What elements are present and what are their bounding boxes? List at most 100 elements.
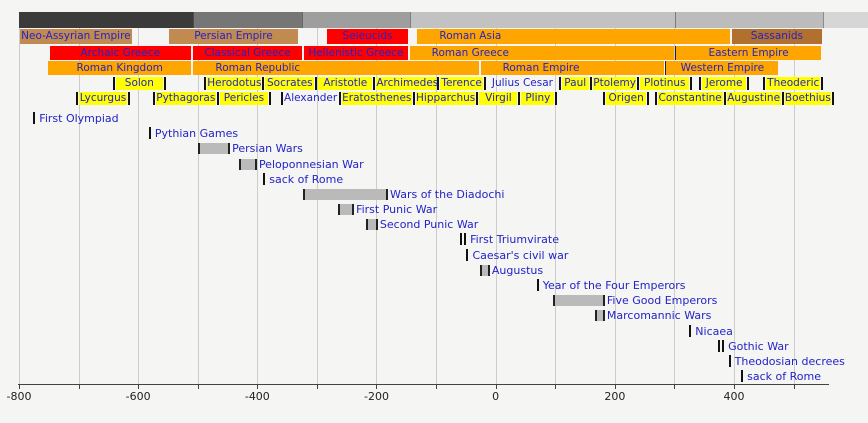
person-tick-solon-end [164, 77, 167, 90]
event-nicaea-14-tick [689, 324, 692, 337]
person-ptolemy: Ptolemy [592, 77, 637, 90]
person-tick-lycurgus-start [75, 92, 78, 105]
person-tick-origen-end [647, 92, 650, 105]
timeline-bar-roman-kingdom: Roman Kingdom [48, 61, 192, 75]
timeline-bar-neo-assyrian-empire: Neo-Assyrian Empire [20, 29, 132, 44]
gridline--600 [138, 12, 140, 384]
person-paul: Paul [561, 77, 589, 90]
person-tick-pliny-end [555, 92, 558, 105]
event-year-of-the-four-emperors-11-tick [536, 278, 539, 291]
person-theoderic: Theoderic [766, 77, 821, 90]
person-tick-pythagoras-start [153, 92, 156, 105]
event-caesar-s-civil-war-9-tick [466, 248, 469, 261]
person-tick-socrates-start [262, 77, 265, 90]
event-first-punic-war-6-bar [338, 204, 355, 216]
x-axis-tick--300 [316, 384, 318, 389]
person-tick-pericles-end [269, 92, 272, 105]
x-axis-tick--100 [436, 384, 438, 389]
person-tick-constantine-start [654, 92, 657, 105]
person-tick-jerome-end [746, 77, 749, 90]
timeline-bar-sassanids: Sassanids [732, 29, 822, 44]
event-five-good-emperors-12-bar [552, 295, 605, 307]
event-augustus-10-bar [479, 264, 490, 276]
event-first-triumvirate-8-tick2 [464, 233, 467, 246]
person-pythagoras: Pythagoras [156, 92, 216, 105]
x-axis-tick-100 [555, 384, 557, 389]
person-tick-virgil-start [476, 92, 479, 105]
person-pericles: Pericles [219, 92, 269, 105]
person-tick-augustine-start [723, 92, 726, 105]
timeline-bar-roman-empire: Roman Empire [480, 61, 665, 75]
x-axis-label--800: -800 [6, 390, 32, 403]
person-augustine: Augustine [726, 92, 781, 105]
gridline--800 [19, 12, 20, 384]
timeline-bar-eastern-empire: Eastern Empire [675, 46, 822, 60]
person-tick-boethius-end [832, 92, 834, 105]
x-axis-label--600: -600 [125, 390, 151, 403]
timeline-bar-roman-republic: Roman Republic [193, 61, 479, 75]
event-first-triumvirate-8-label: First Triumvirate [470, 233, 560, 247]
person-tick-lycurgus-end [128, 92, 131, 105]
event-second-punic-war-7-label: Second Punic War [379, 218, 479, 232]
event-pythian-games-1-label: Pythian Games [154, 127, 239, 141]
person-solon: Solon [115, 77, 164, 90]
event-wars-of-the-diadochi-5-label: Wars of the Diadochi [390, 187, 505, 201]
event-peloponnesian-war-3-label: Peloponnesian War [258, 157, 364, 171]
x-axis-tick--400 [257, 384, 259, 389]
person-lycurgus: Lycurgus [78, 92, 128, 105]
person-tick-pliny-start [518, 92, 521, 105]
x-axis-label-200: 200 [604, 390, 626, 403]
event-first-triumvirate-8-tick1 [459, 233, 462, 246]
event-peloponnesian-war-3-bar [238, 158, 257, 170]
timeline-bar-hellenistic-greece: Hellenistic Greece [304, 46, 408, 60]
event-persian-wars-2-bar [198, 143, 231, 155]
person-tick-theoderic-start [763, 77, 766, 90]
event-sack-of-rome-17-tick [741, 370, 744, 383]
period-band-0 [19, 12, 193, 28]
person-tick-terence-start [436, 77, 439, 90]
person-alexander: Alexander [284, 92, 338, 104]
person-origen: Origen [605, 92, 647, 105]
event-augustus-10-label: Augustus [491, 263, 544, 277]
x-axis-line [18, 384, 829, 385]
x-axis-label-400: 400 [723, 390, 745, 403]
x-axis-label--400: -400 [244, 390, 270, 403]
event-sack-of-rome-4-tick [263, 172, 266, 185]
person-tick-pericles-start [216, 92, 219, 105]
person-herodotus: Herodotus [207, 77, 262, 90]
person-pliny: Pliny [521, 92, 555, 105]
gridline--400 [257, 12, 259, 384]
person-tick-ptolemy-start [589, 77, 592, 90]
x-axis-label--200: -200 [364, 390, 389, 403]
timeline-bar-roman-greece: Roman Greece [409, 46, 674, 60]
person-plotinus: Plotinus [640, 77, 690, 90]
person-tick-eratosthenes-start [338, 92, 341, 105]
event-second-punic-war-7-bar [365, 219, 378, 231]
x-axis-tick-400 [733, 384, 735, 389]
person-constantine: Constantine [657, 92, 723, 105]
person-tick-origen-start [602, 92, 605, 105]
gridline-100 [555, 12, 557, 384]
person-julius-cesar: Julius Cesar [491, 77, 553, 89]
gridline-500 [793, 12, 795, 384]
event-caesar-s-civil-war-9-label: Caesar's civil war [472, 248, 569, 262]
period-band-2 [302, 12, 411, 28]
period-band-1 [192, 12, 303, 28]
timeline-bar-roman-asia: Roman Asia [417, 29, 730, 44]
event-theodosian-decrees-16-tick [728, 354, 731, 367]
event-wars-of-the-diadochi-5-bar [303, 188, 389, 200]
timeline-bar-archaic-greece: Archaic Greece [49, 46, 191, 60]
x-axis-tick--800 [19, 384, 20, 389]
event-nicaea-14-label: Nicaea [695, 324, 733, 338]
person-socrates: Socrates [265, 77, 315, 90]
event-gothic-war-15-tick2 [722, 339, 725, 352]
person-tick-boethius-start [781, 92, 784, 105]
person-tick-alexander-start [280, 92, 283, 105]
person-tick-paul-start [558, 77, 561, 90]
person-tick-solon-start [112, 77, 115, 90]
gridline--700 [78, 12, 80, 384]
gridline-400 [733, 12, 735, 384]
person-tick-aristotle-start [315, 77, 318, 90]
person-tick-theoderic-end [821, 77, 824, 90]
